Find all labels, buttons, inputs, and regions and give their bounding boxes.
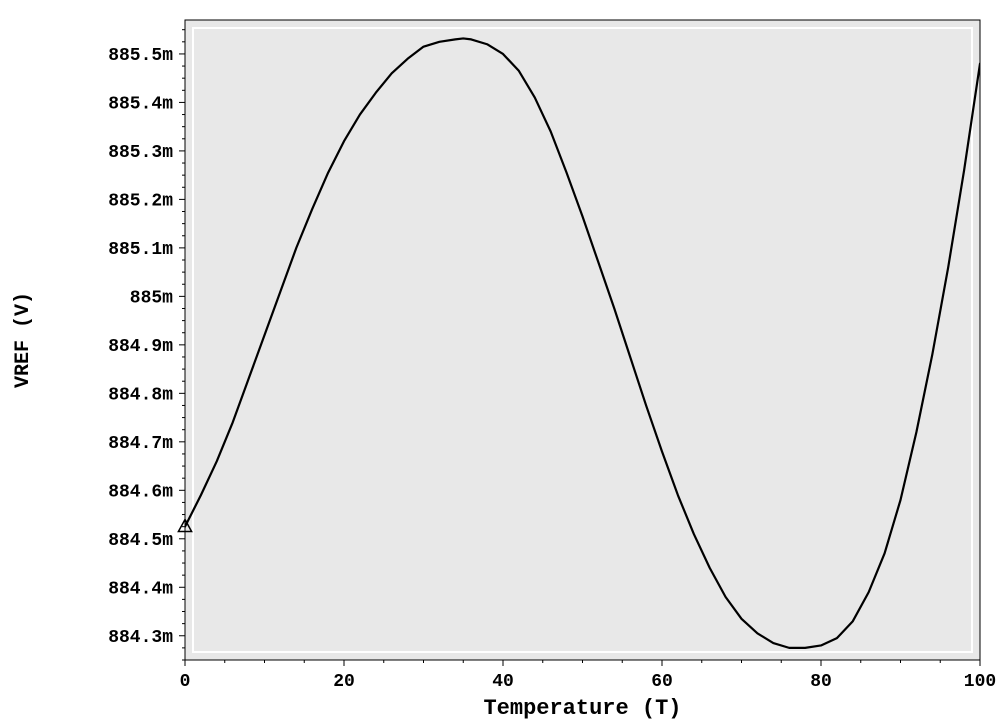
y-tick-label: 884.5m (108, 531, 173, 551)
y-tick-label: 884.7m (108, 434, 173, 454)
y-tick-label: 884.8m (108, 386, 173, 406)
y-tick-label: 884.6m (108, 483, 173, 503)
x-tick-label: 60 (651, 672, 673, 692)
x-tick-label: 20 (333, 672, 355, 692)
y-tick-label: 884.4m (108, 580, 173, 600)
chart-container: 0 20 40 60 80 100 Temperature (T) 884.3m 884.4m 8… (0, 0, 1000, 726)
x-axis-title: Temperature (T) (483, 696, 681, 721)
y-tick-label: 885.4m (108, 95, 173, 115)
vref-vs-temperature-chart: 0 20 40 60 80 100 Temperature (T) 884.3m 884.4m 8… (0, 0, 1000, 726)
y-tick-label: 885m (130, 289, 173, 309)
x-tick-label: 100 (964, 672, 996, 692)
y-tick-label: 884.3m (108, 628, 173, 648)
y-axis-title: VREF (V) (12, 292, 35, 388)
x-tick-label: 40 (492, 672, 514, 692)
y-tick-label: 885.3m (108, 143, 173, 163)
x-tick-label: 80 (810, 672, 832, 692)
y-tick-label: 885.1m (108, 240, 173, 260)
y-tick-label: 885.5m (108, 46, 173, 66)
plot-area (185, 20, 980, 660)
y-tick-label: 885.2m (108, 192, 173, 212)
y-tick-label: 884.9m (108, 337, 173, 357)
x-tick-label: 0 (180, 672, 191, 692)
